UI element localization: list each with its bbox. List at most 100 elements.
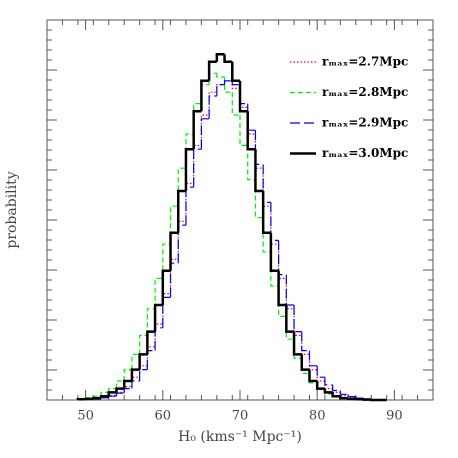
legend-label: rₘₐₓ=3.0Mpc	[322, 146, 408, 160]
histogram-step	[154, 277, 163, 309]
histogram-step	[324, 377, 333, 386]
histogram-step	[285, 316, 295, 340]
histogram-step	[215, 52, 225, 62]
histogram-step	[285, 274, 295, 306]
histogram-step	[223, 54, 233, 64]
histogram-step	[100, 391, 109, 397]
legend-label: rₘₐₓ=2.9Mpc	[322, 116, 408, 130]
legend-label: rₘₐₓ=2.7Mpc	[322, 55, 408, 69]
histogram-step	[107, 391, 117, 397]
histogram-step	[162, 243, 171, 279]
histogram-step	[154, 323, 163, 347]
histogram-step	[308, 350, 318, 367]
histogram-step	[200, 114, 210, 146]
histogram-step	[293, 308, 302, 336]
histogram-step	[161, 269, 171, 305]
histogram-step	[278, 240, 287, 276]
histogram-step	[139, 369, 148, 381]
histogram-step	[254, 149, 264, 193]
histogram-step	[108, 395, 117, 398]
histogram-step	[308, 354, 318, 371]
histogram-step	[92, 396, 102, 400]
histogram-step	[346, 397, 356, 401]
y-axis-label: probability	[4, 171, 20, 248]
histogram-step	[184, 147, 194, 191]
histogram-step	[269, 232, 279, 273]
histogram-step	[316, 369, 325, 382]
plot-frame	[46, 19, 434, 401]
histogram-step	[176, 189, 186, 233]
histogram-step	[315, 381, 325, 390]
legend-label: rₘₐₓ=2.8Mpc	[322, 85, 408, 99]
histogram-step	[207, 60, 217, 81]
histogram-step	[308, 369, 318, 383]
histogram-step	[331, 392, 341, 398]
histogram-step	[177, 224, 186, 264]
x-axis-label: H₀ (kms⁻¹ Mpc⁻¹)	[178, 429, 302, 445]
histogram-step	[231, 80, 240, 89]
histogram-step	[332, 384, 341, 392]
histogram-step	[292, 331, 302, 356]
histogram-step	[131, 376, 140, 387]
histogram-step	[193, 148, 202, 188]
histogram-step	[99, 394, 109, 399]
histogram-step	[277, 270, 287, 307]
histogram-step	[231, 80, 240, 86]
histogram-step	[339, 396, 349, 400]
histogram-step	[208, 95, 217, 119]
histogram-step	[316, 365, 325, 378]
histogram-step	[153, 303, 163, 332]
histogram-step	[300, 354, 310, 371]
histogram-step	[131, 380, 140, 389]
histogram-step	[301, 358, 310, 374]
histogram-step	[301, 331, 310, 352]
histogram-step	[231, 61, 240, 83]
histogram-step	[76, 397, 86, 401]
histogram-step	[231, 92, 240, 116]
histogram-step	[177, 220, 186, 260]
histogram-step	[261, 191, 271, 235]
histogram-step	[223, 80, 233, 85]
histogram-step	[169, 231, 179, 271]
histogram-step	[115, 387, 125, 393]
histogram-step	[347, 394, 356, 398]
histogram-step	[115, 380, 125, 389]
histogram-step	[323, 388, 333, 394]
histogram-step	[122, 379, 132, 389]
histogram-step	[293, 339, 302, 359]
histogram-step	[247, 107, 256, 135]
x-tick-label: 50	[77, 409, 94, 424]
histogram-step	[193, 144, 202, 184]
histogram-step	[200, 118, 210, 150]
histogram-step	[239, 115, 248, 146]
histogram-step	[115, 392, 125, 397]
histogram-step	[208, 91, 217, 115]
histogram-step	[185, 186, 194, 226]
x-tick-label: 80	[309, 409, 326, 424]
x-tick-label: 70	[232, 409, 249, 424]
histogram-step	[254, 179, 264, 219]
histogram-step	[162, 293, 171, 324]
histogram-step	[216, 84, 225, 93]
histogram-step	[262, 168, 271, 207]
histogram-step	[285, 278, 295, 310]
histogram-step	[200, 79, 210, 112]
histogram-step	[223, 77, 233, 93]
histogram-step	[339, 390, 349, 395]
histogram-step	[192, 109, 202, 150]
histogram-step	[247, 145, 256, 181]
histogram-step	[146, 308, 156, 336]
histogram-step	[146, 330, 156, 355]
histogram-step	[238, 80, 248, 113]
histogram-step	[270, 206, 279, 245]
histogram-step	[293, 305, 302, 333]
histogram-step	[139, 334, 148, 355]
histogram-step	[185, 182, 194, 222]
histogram-step	[130, 368, 140, 381]
histogram-step	[301, 335, 310, 355]
histogram-step	[216, 73, 225, 78]
histogram-step	[246, 111, 256, 151]
histogram-step	[216, 84, 225, 96]
x-tick-label: 90	[386, 409, 403, 424]
x-tick-label: 60	[155, 409, 172, 424]
